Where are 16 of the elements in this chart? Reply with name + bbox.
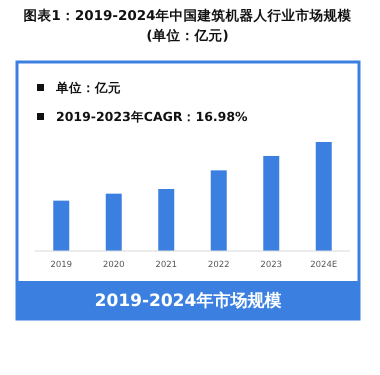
x-tick-label: 2021 [155, 260, 178, 270]
text: 2019-2023年CAGR：16.98% [56, 109, 248, 124]
x-tick-label: 2023 [260, 260, 282, 270]
bar [158, 188, 174, 251]
text: 单位：亿元 [55, 80, 121, 95]
x-tick-label: 2019 [50, 260, 72, 270]
x-axis-title: 2019-2024年市场规模 [94, 291, 282, 311]
chart-title: 图表1：2019-2024年中国建筑机器人行业市场规模(单位：亿元) [22, 7, 353, 46]
x-tick-label: 2024E [310, 260, 338, 270]
bar [210, 170, 227, 251]
bar [53, 200, 70, 251]
x-tick-label: 2022 [208, 260, 230, 270]
x-tick-label: 2020 [102, 260, 125, 270]
bar [106, 194, 122, 251]
bar [263, 156, 280, 251]
bar [316, 142, 332, 251]
